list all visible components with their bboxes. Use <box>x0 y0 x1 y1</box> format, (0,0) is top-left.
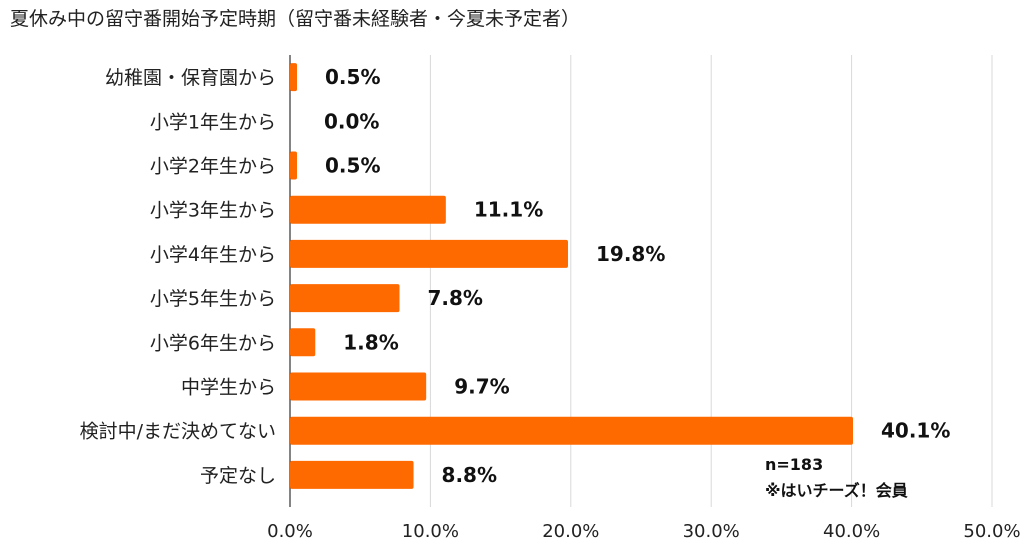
value-label: 11.1% <box>474 198 543 222</box>
bar <box>290 460 414 489</box>
x-tick-label: 10.0% <box>402 521 459 542</box>
tick-layer: 0.0% 10.0% 20.0% 30.0% 40.0% 50.0% <box>267 521 1020 542</box>
bar <box>290 284 400 313</box>
label-layer: 幼稚園・保育園から 0.5% 小学1年生から 0.0% 小学2年生から 0.5% 小学3年生… <box>80 65 951 487</box>
category-label: 幼稚園・保育園から <box>105 67 276 89</box>
x-tick-label: 50.0% <box>963 521 1020 542</box>
bar <box>290 239 568 268</box>
value-label: 8.8% <box>442 463 497 487</box>
category-label: 小学4年生から <box>150 244 276 266</box>
category-label: 検討中/まだ決めてない <box>80 421 276 443</box>
value-label: 0.0% <box>324 109 379 133</box>
x-tick-label: 0.0% <box>267 521 313 542</box>
bar <box>290 328 316 357</box>
bar <box>290 195 446 224</box>
source-label: ※はいチーズ！会員 <box>765 481 908 500</box>
category-label: 小学3年生から <box>150 200 276 222</box>
category-label: 予定なし <box>200 465 276 487</box>
value-label: 19.8% <box>596 242 665 266</box>
value-label: 40.1% <box>881 419 950 443</box>
category-label: 小学2年生から <box>150 156 276 178</box>
value-label: 0.5% <box>325 154 380 178</box>
category-label: 小学1年生から <box>150 111 276 133</box>
value-label: 9.7% <box>454 375 509 399</box>
sample-note: n=183 ※はいチーズ！会員 <box>765 452 908 504</box>
bar <box>290 63 298 92</box>
bar <box>290 372 427 401</box>
x-tick-label: 30.0% <box>683 521 740 542</box>
category-label: 小学6年生から <box>150 332 276 354</box>
category-label: 小学5年生から <box>150 288 276 310</box>
value-label: 7.8% <box>428 286 483 310</box>
chart-title: 夏休み中の留守番開始予定時期（留守番未経験者・今夏未予定者） <box>10 8 581 30</box>
value-label: 0.5% <box>325 65 380 89</box>
bar <box>290 416 854 445</box>
x-tick-label: 40.0% <box>823 521 880 542</box>
sample-size-label: n=183 <box>765 455 824 474</box>
value-label: 1.8% <box>343 330 398 354</box>
category-label: 中学生から <box>181 377 276 399</box>
bar <box>290 151 298 180</box>
x-tick-label: 20.0% <box>542 521 599 542</box>
bar-layer <box>290 63 854 489</box>
